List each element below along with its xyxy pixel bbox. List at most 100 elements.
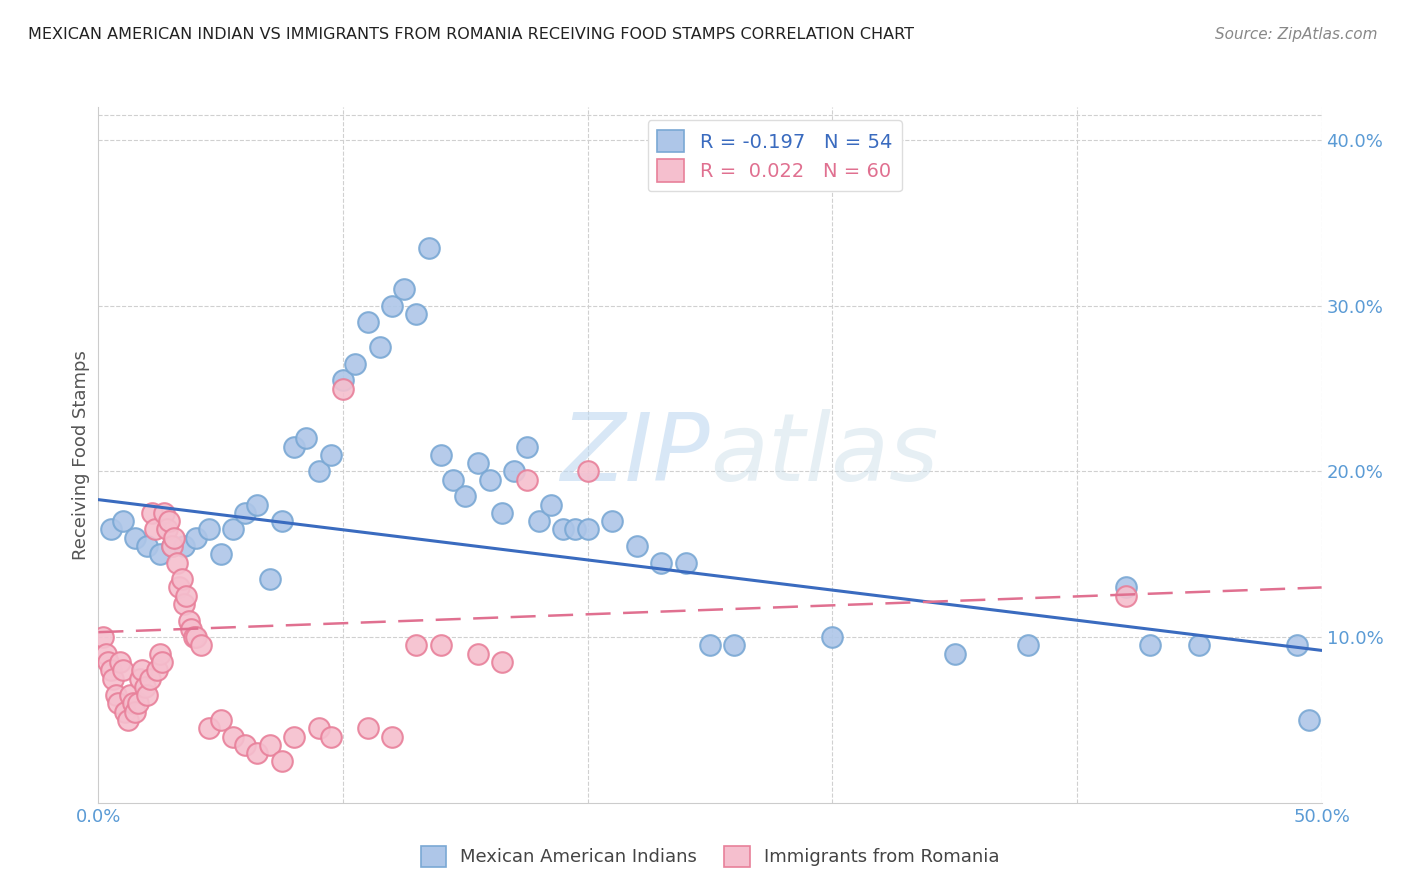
Point (91, 630, 114, 644)
Point (381, 299, 404, 313)
Point (491, 655, 513, 669)
Point (136, 539, 159, 553)
Point (332, 382, 354, 396)
Point (564, 523, 586, 537)
Point (94, 647, 117, 661)
Point (136, 688, 159, 702)
Point (650, 556, 672, 570)
Point (180, 622, 202, 636)
Point (153, 506, 176, 520)
Point (1017, 639, 1039, 653)
Point (1188, 639, 1211, 653)
Point (356, 721, 378, 735)
Point (121, 697, 143, 711)
Point (124, 531, 146, 545)
Point (120, 688, 142, 702)
Point (222, 730, 245, 744)
Point (111, 663, 134, 677)
Point (186, 531, 208, 545)
Point (167, 581, 190, 595)
Point (308, 721, 330, 735)
Point (101, 672, 124, 686)
Point (319, 448, 342, 462)
Point (503, 465, 526, 479)
Point (139, 672, 162, 686)
Point (183, 630, 205, 644)
Point (149, 547, 172, 561)
Point (576, 465, 599, 479)
Point (270, 514, 294, 528)
Point (699, 639, 721, 653)
Point (283, 440, 305, 454)
Point (430, 448, 453, 462)
Point (259, 738, 281, 752)
Point (129, 672, 152, 686)
Point (295, 431, 318, 445)
Point (186, 630, 208, 644)
Point (114, 705, 136, 719)
Point (233, 738, 256, 752)
Y-axis label: Receiving Food Stamps: Receiving Food Stamps (72, 350, 90, 560)
Point (675, 556, 697, 570)
Point (576, 523, 599, 537)
Point (131, 663, 153, 677)
Text: Source: ZipAtlas.com: Source: ZipAtlas.com (1215, 27, 1378, 42)
Point (197, 523, 219, 537)
Point (160, 539, 183, 553)
Point (141, 506, 163, 520)
Point (1139, 639, 1161, 653)
Point (143, 523, 166, 537)
Point (104, 688, 127, 702)
Point (157, 514, 180, 528)
Point (392, 282, 416, 296)
Point (283, 730, 305, 744)
Point (97, 655, 120, 669)
Point (1115, 589, 1137, 603)
Point (478, 473, 501, 487)
Point (319, 730, 342, 744)
Point (173, 597, 195, 611)
Point (430, 639, 453, 653)
Point (127, 697, 149, 711)
Point (491, 506, 513, 520)
Point (332, 373, 354, 387)
Point (156, 523, 179, 537)
Point (222, 523, 245, 537)
Point (177, 614, 200, 628)
Point (259, 572, 281, 586)
Point (107, 697, 129, 711)
Point (381, 730, 404, 744)
Point (246, 498, 269, 512)
Point (173, 539, 195, 553)
Point (1115, 581, 1137, 595)
Point (308, 465, 330, 479)
Point (111, 514, 134, 528)
Point (441, 473, 464, 487)
Legend: Mexican American Indians, Immigrants from Romania: Mexican American Indians, Immigrants fro… (413, 838, 1007, 874)
Point (117, 713, 139, 727)
Point (821, 630, 844, 644)
Point (100, 663, 122, 677)
Point (1286, 639, 1309, 653)
Point (110, 655, 132, 669)
Point (723, 639, 745, 653)
Point (553, 523, 575, 537)
Point (163, 531, 186, 545)
Point (454, 489, 477, 503)
Point (176, 589, 198, 603)
Point (368, 340, 391, 354)
Text: atlas: atlas (710, 409, 938, 500)
Point (209, 713, 232, 727)
Text: MEXICAN AMERICAN INDIAN VS IMMIGRANTS FROM ROMANIA RECEIVING FOOD STAMPS CORRELA: MEXICAN AMERICAN INDIAN VS IMMIGRANTS FR… (28, 27, 914, 42)
Point (527, 514, 550, 528)
Point (146, 663, 169, 677)
Point (540, 498, 562, 512)
Point (124, 705, 146, 719)
Point (405, 307, 427, 321)
Point (149, 647, 172, 661)
Point (233, 506, 256, 520)
Point (626, 539, 648, 553)
Point (209, 547, 232, 561)
Text: ZIP: ZIP (561, 409, 710, 500)
Point (418, 241, 440, 255)
